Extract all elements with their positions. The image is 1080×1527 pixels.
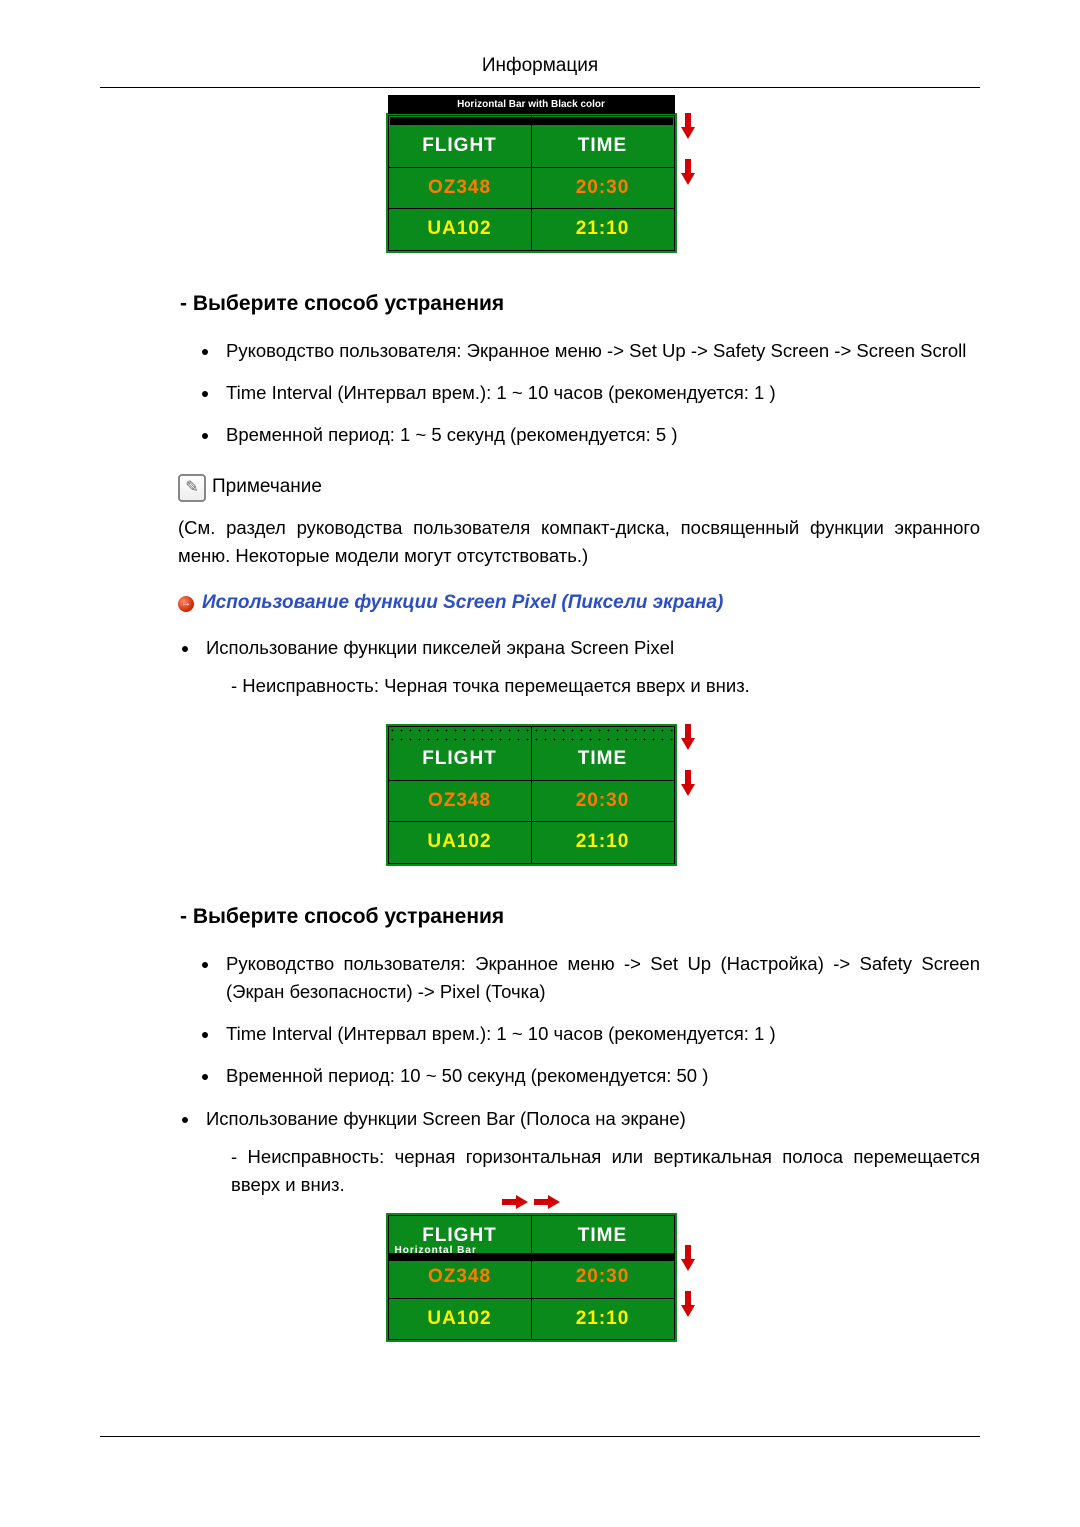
footer-rule [100, 1436, 980, 1437]
note-label: Примечание [212, 473, 322, 502]
fig1-r1-flight: UA102 [388, 209, 531, 251]
list-item: Использование функции Screen Bar (Полоса… [200, 1105, 980, 1198]
fig3-mid-black-bar [532, 1253, 674, 1261]
content-body: Horizontal Bar with Black color FLIGHT T… [100, 113, 980, 1350]
fig1-r1-time: 21:10 [531, 209, 674, 251]
bar-fn-list: Использование функции Screen Bar (Полоса… [200, 1105, 980, 1198]
pixel-fn-title: Использование функции Screen Pixel (Пикс… [202, 589, 723, 618]
pixel-fn-subdash: - Неисправность: Черная точка перемещает… [231, 672, 980, 700]
fig3-top-arrows [502, 1195, 560, 1209]
fig1-table: FLIGHT TIME OZ348 20:30 UA102 21:10 [388, 115, 675, 251]
fig3-r0-flight: OZ348 [388, 1257, 531, 1299]
fig2-r1-time: 21:10 [531, 822, 674, 864]
arrow-down-icon [681, 1291, 695, 1317]
figure-fig2: FLIGHT TIME OZ348 20:30 UA102 21:10 [100, 724, 980, 866]
fig3-hdr-time: TIME [531, 1215, 674, 1257]
arrow-down-icon [681, 1245, 695, 1271]
fig1-hdr-flight: FLIGHT [388, 116, 531, 168]
fig1-r0-flight: OZ348 [388, 167, 531, 209]
arrow-dot-icon: → [178, 596, 194, 612]
bar-fn-subdash: - Неисправность: черная горизонтальная и… [231, 1143, 980, 1199]
fig3-r0-flight-text: OZ348 [428, 1266, 491, 1287]
list-item: Руководство пользователя: Экранное меню … [220, 950, 980, 1006]
figure-fig3: FLIGHT Horizontal Bar TIME OZ348 [100, 1213, 980, 1350]
note-row: ✎ Примечание [100, 473, 980, 502]
fig2-arrows [681, 724, 695, 866]
fig2-r0-flight: OZ348 [388, 780, 531, 822]
pixel-fn-bullet: Использование функции пикселей экрана Sc… [206, 637, 674, 658]
pixel-fn-list: Использование функции пикселей экрана Sc… [200, 634, 980, 700]
fig3-r0-time: 20:30 [531, 1257, 674, 1299]
fig1-top-label: Horizontal Bar with Black color [388, 95, 675, 114]
page: Информация Horizontal Bar with Black col… [0, 0, 1080, 1527]
list-item: Руководство пользователя: Экранное меню … [220, 337, 980, 365]
figure-fig1: Horizontal Bar with Black color FLIGHT T… [100, 113, 980, 253]
section2-bullets: Руководство пользователя: Экранное меню … [220, 950, 980, 1089]
fig2-hdr-flight: FLIGHT [388, 727, 531, 781]
fig1-arrows [681, 113, 695, 253]
section2-heading: - Выберите способ устранения [100, 901, 980, 933]
list-item: Time Interval (Интервал врем.): 1 ~ 10 ч… [220, 379, 980, 407]
page-title: Информация [100, 55, 980, 88]
fig1-r0-time: 20:30 [531, 167, 674, 209]
pixel-fn-title-row: → Использование функции Screen Pixel (Пи… [100, 589, 980, 618]
section1-bullets: Руководство пользователя: Экранное меню … [220, 337, 980, 448]
fig3-arrows [681, 1213, 695, 1350]
fig2-hdr-time: TIME [531, 727, 674, 781]
note-paragraph: (См. раздел руководства пользователя ком… [100, 514, 980, 570]
fig1-hdr-time: TIME [531, 116, 674, 168]
arrow-down-icon [681, 113, 695, 139]
arrow-down-icon [681, 724, 695, 750]
fig3-r0-time-text: 20:30 [576, 1266, 630, 1287]
list-item: Временной период: 1 ~ 5 секунд (рекоменд… [220, 421, 980, 449]
fig3-r1-flight: UA102 [388, 1298, 531, 1340]
arrow-down-icon [681, 770, 695, 796]
list-item: Time Interval (Интервал врем.): 1 ~ 10 ч… [220, 1020, 980, 1048]
arrow-down-icon [681, 159, 695, 185]
fig3-hdr-flight: FLIGHT Horizontal Bar [388, 1215, 531, 1257]
section1-heading: - Выберите способ устранения [100, 288, 980, 320]
note-icon: ✎ [178, 474, 206, 502]
fig2-r0-time: 20:30 [531, 780, 674, 822]
list-item: Временной период: 10 ~ 50 секунд (рекоме… [220, 1062, 980, 1090]
fig2-table: FLIGHT TIME OZ348 20:30 UA102 21:10 [388, 726, 675, 864]
fig2-r1-flight: UA102 [388, 822, 531, 864]
arrow-right-icon [534, 1195, 560, 1209]
list-item: Использование функции пикселей экрана Sc… [200, 634, 980, 700]
fig3-mid-black-bar [389, 1253, 531, 1261]
fig3-r1-time: 21:10 [531, 1298, 674, 1340]
fig3-table: FLIGHT Horizontal Bar TIME OZ348 [388, 1215, 675, 1341]
arrow-right-icon [502, 1195, 528, 1209]
bar-fn-bullet: Использование функции Screen Bar (Полоса… [206, 1108, 686, 1129]
